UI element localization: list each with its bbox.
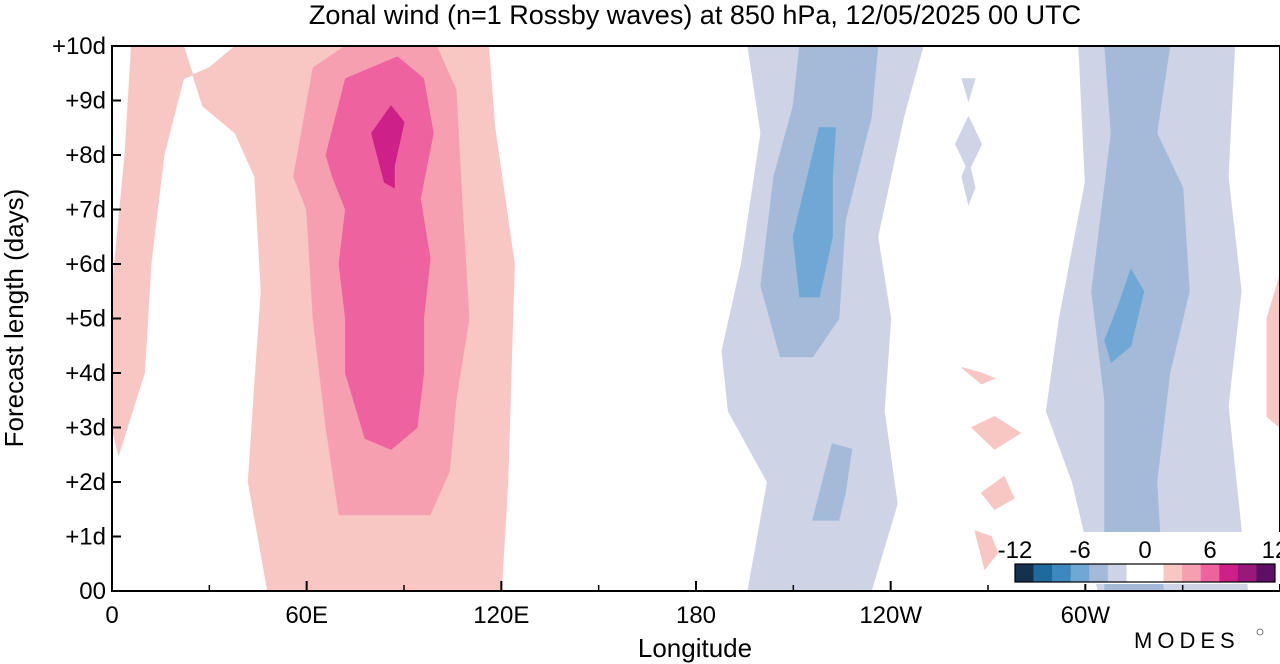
x-tick-label: 120E	[473, 602, 529, 629]
contour-region	[371, 105, 405, 189]
y-tick-label: +1d	[65, 524, 106, 551]
colorbar-tick-label: -6	[1069, 537, 1090, 564]
y-tick-label: +9d	[65, 88, 106, 115]
colorbar-tick-label: 0	[1138, 537, 1151, 564]
contour-region	[792, 127, 837, 298]
contour-region	[974, 530, 999, 571]
modes-logo: MODES	[1134, 628, 1240, 653]
y-tick-label: +5d	[65, 306, 106, 333]
colorbar-tick-label: 6	[1203, 537, 1216, 564]
y-tick-label: +4d	[65, 360, 106, 387]
colorbar-swatch	[1070, 564, 1090, 582]
x-axis: 0 60E 120E 180 120W 60W	[105, 581, 1184, 629]
y-tick-label: +8d	[65, 142, 106, 169]
colorbar-swatch	[1256, 564, 1276, 582]
colorbar-swatch	[1107, 564, 1127, 582]
y-tick-label: +10d	[52, 33, 106, 60]
y-axis-label: Forecast length (days)	[0, 189, 29, 448]
colorbar-tick-label: -12	[998, 537, 1033, 564]
x-tick-label: 60W	[1061, 602, 1111, 629]
contour-region	[961, 367, 996, 385]
colorbar-swatch	[1015, 564, 1034, 582]
colorbar: -12 -6 0 6 12	[998, 532, 1280, 584]
colorbar-swatch	[1126, 564, 1146, 582]
contour-region	[961, 78, 976, 103]
registered-mark-icon	[1256, 628, 1264, 636]
colorbar-swatch	[1163, 564, 1183, 582]
colorbar-swatch	[1052, 564, 1072, 582]
contour-region	[980, 475, 1015, 510]
chart-title: Zonal wind (n=1 Rossby waves) at 850 hPa…	[309, 0, 1081, 30]
colorbar-swatch	[1033, 564, 1053, 582]
y-tick-label: +7d	[65, 197, 106, 224]
contour-fills	[112, 46, 1280, 591]
x-axis-label: Longitude	[638, 633, 752, 663]
x-tick-label: 180	[676, 602, 716, 629]
colorbar-swatch	[1089, 564, 1109, 582]
x-tick-label: 0	[105, 602, 118, 629]
x-tick-label: 120W	[859, 602, 922, 629]
colorbar-swatch	[1145, 564, 1164, 582]
contour-region	[961, 158, 976, 206]
y-tick-label: +3d	[65, 415, 106, 442]
y-tick-label: 00	[79, 578, 106, 605]
colorbar-tick-label: 12	[1262, 537, 1280, 564]
contour-region	[812, 443, 853, 521]
colorbar-swatch	[1219, 564, 1239, 582]
colorbar-frame	[1014, 563, 1276, 583]
contour-region	[1266, 274, 1280, 429]
y-tick-label: +2d	[65, 469, 106, 496]
contour-region	[1091, 46, 1190, 591]
contour-region	[970, 416, 1022, 450]
contour-region	[1104, 268, 1145, 363]
contour-region	[955, 115, 983, 173]
x-tick-label: 60E	[285, 602, 328, 629]
colorbar-swatch	[1200, 564, 1220, 582]
contour-region	[325, 56, 434, 450]
colorbar-swatch	[1237, 564, 1257, 582]
colorbar-swatch	[1182, 564, 1202, 582]
y-axis: 00 +1d +2d +3d +4d +5d +6d +7d +8d +9d +10d	[52, 33, 121, 605]
y-tick-label: +6d	[65, 251, 106, 278]
